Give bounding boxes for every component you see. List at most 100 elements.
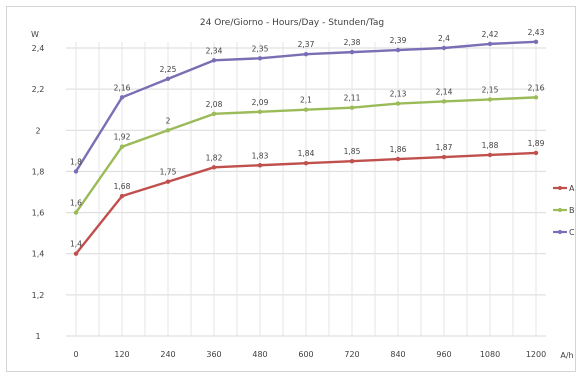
data-label: 2 bbox=[166, 116, 171, 125]
data-label: 2,08 bbox=[206, 100, 223, 109]
data-label: 1,83 bbox=[252, 151, 269, 160]
x-tick-label: 240 bbox=[160, 350, 175, 359]
data-point bbox=[533, 95, 539, 100]
data-point bbox=[303, 161, 309, 166]
data-label: 2,16 bbox=[528, 83, 545, 92]
legend-marker bbox=[558, 230, 562, 234]
data-label: 1,92 bbox=[114, 133, 131, 142]
data-point bbox=[441, 154, 447, 160]
legend-item-c: C bbox=[553, 228, 575, 237]
y-tick-label: 1,6 bbox=[32, 209, 45, 218]
data-label: 2,35 bbox=[252, 44, 269, 53]
y-tick-label: 2 bbox=[35, 126, 40, 135]
x-tick-label: 600 bbox=[298, 350, 313, 359]
data-point bbox=[487, 152, 493, 158]
legend: A B C bbox=[553, 184, 575, 237]
data-point bbox=[395, 47, 401, 53]
x-tick-label: 120 bbox=[114, 350, 129, 359]
data-point bbox=[211, 165, 217, 170]
data-point bbox=[533, 39, 539, 45]
x-tick-label: 480 bbox=[252, 350, 267, 359]
chart-frame bbox=[6, 6, 576, 372]
data-point bbox=[73, 251, 79, 256]
data-label: 1,8 bbox=[70, 157, 82, 166]
data-label: 2,37 bbox=[298, 40, 315, 49]
data-point bbox=[487, 97, 493, 102]
grid-lines bbox=[66, 42, 546, 337]
data-label: 1,88 bbox=[482, 141, 499, 150]
legend-marker bbox=[558, 208, 562, 212]
series-a: 1,4 1,68 1,75 1,82 1,83 1,84 1,85 1,86 1,87 1,88 1… bbox=[70, 139, 545, 256]
data-label: 1,75 bbox=[160, 168, 177, 177]
data-label: 1,68 bbox=[114, 182, 131, 191]
legend-label: B bbox=[569, 206, 575, 215]
x-tick-label: 960 bbox=[436, 350, 451, 359]
series-group: 1,41,681,751,82 1,83 1,84 1,85 1,86 1,87 1,88 1… bbox=[70, 28, 545, 256]
data-point bbox=[349, 158, 355, 164]
x-tick-label: 1080 bbox=[480, 350, 500, 359]
data-point bbox=[211, 58, 217, 63]
data-point bbox=[165, 128, 171, 133]
data-label: 2,13 bbox=[390, 90, 407, 99]
data-label: 2,4 bbox=[438, 34, 450, 43]
x-axis-label: A/h bbox=[560, 351, 573, 360]
x-tick-label: 0 bbox=[73, 350, 78, 359]
data-label: 1,82 bbox=[206, 153, 223, 162]
data-label: 2,1 bbox=[300, 96, 312, 105]
data-label: 1,89 bbox=[528, 139, 545, 148]
y-tick-label: 1 bbox=[35, 332, 40, 341]
data-label: 2,43 bbox=[528, 28, 545, 37]
data-point bbox=[487, 41, 493, 47]
series-c: 1,8 2,16 2,25 2,34 2,35 2,37 2,38 2,39 2,4 2,42 2,… bbox=[70, 28, 545, 174]
data-label: 2,34 bbox=[206, 46, 223, 55]
data-label: 1,85 bbox=[344, 147, 361, 156]
data-point bbox=[211, 111, 217, 117]
data-label: 2,15 bbox=[482, 85, 499, 94]
data-point bbox=[257, 56, 263, 61]
data-point bbox=[119, 95, 125, 100]
data-point bbox=[257, 109, 263, 114]
x-tick-labels: 0 120 240 360 480 600 720 840 960 1080 1200 bbox=[73, 350, 546, 359]
y-tick-label: 1,8 bbox=[32, 167, 45, 176]
data-label: 2,14 bbox=[436, 87, 453, 96]
x-tick-label: 720 bbox=[344, 350, 359, 359]
data-label: 1,87 bbox=[436, 143, 453, 152]
legend-label: A bbox=[569, 184, 575, 193]
y-tick-label: 1,2 bbox=[32, 291, 45, 300]
x-tick-label: 1200 bbox=[526, 350, 546, 359]
y-tick-labels: 1 1,2 1,4 1,6 1,8 2 2,2 2,4 bbox=[32, 44, 45, 341]
data-point bbox=[257, 163, 263, 168]
data-point bbox=[165, 76, 171, 82]
data-point bbox=[119, 193, 125, 199]
y-tick-label: 1,4 bbox=[32, 250, 45, 259]
data-point bbox=[395, 156, 401, 162]
legend-label: C bbox=[569, 228, 575, 237]
series-b: 1,6 1,92 2 2,08 2,09 2,1 2,11 2,13 2,14 2,15 2,16 bbox=[70, 83, 545, 215]
data-point bbox=[441, 45, 447, 51]
data-point bbox=[165, 179, 171, 184]
data-label: 2,16 bbox=[114, 83, 131, 92]
y-tick-label: 2,2 bbox=[32, 85, 45, 94]
data-point bbox=[349, 49, 355, 55]
data-point bbox=[73, 169, 79, 174]
data-label: 2,11 bbox=[344, 94, 361, 103]
legend-marker bbox=[558, 186, 562, 190]
data-label: 1,4 bbox=[70, 240, 82, 249]
data-point bbox=[395, 101, 401, 106]
data-point bbox=[441, 99, 447, 104]
data-point bbox=[533, 150, 539, 156]
data-point bbox=[303, 107, 309, 112]
y-tick-label: 2,4 bbox=[32, 44, 45, 53]
legend-item-a: A bbox=[553, 184, 575, 193]
x-tick-label: 360 bbox=[206, 350, 221, 359]
data-point bbox=[73, 210, 79, 215]
data-point bbox=[303, 51, 309, 57]
legend-item-b: B bbox=[553, 206, 575, 215]
data-label: 2,39 bbox=[390, 36, 407, 45]
data-label: 1,86 bbox=[390, 145, 407, 154]
data-point bbox=[119, 144, 125, 149]
y-axis-label: W bbox=[31, 30, 39, 39]
data-label: 2,42 bbox=[482, 30, 499, 39]
data-label: 2,25 bbox=[160, 65, 177, 74]
